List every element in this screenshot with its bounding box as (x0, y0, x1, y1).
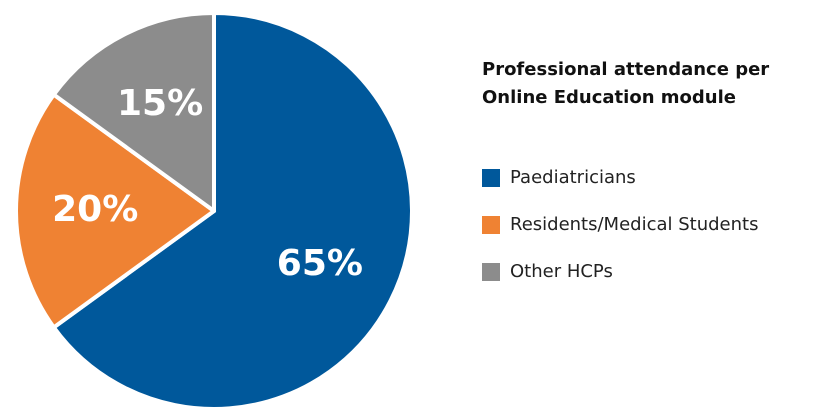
legend-label: Paediatricians (510, 167, 636, 188)
legend-swatch (482, 263, 500, 281)
pie-slice (14, 92, 216, 330)
data-label: 65% (277, 243, 363, 284)
legend-label: Residents/Medical Students (510, 214, 758, 235)
legend-label: Other HCPs (510, 261, 613, 282)
data-label: 15% (117, 83, 203, 124)
data-label: 20% (52, 189, 138, 230)
chart-title: Online Education module (482, 87, 736, 108)
legend-swatch (482, 216, 500, 234)
chart-title: Professional attendance per (482, 59, 769, 80)
legend-swatch (482, 169, 500, 187)
pie-slice (51, 11, 414, 411)
pie-slice (51, 11, 216, 213)
